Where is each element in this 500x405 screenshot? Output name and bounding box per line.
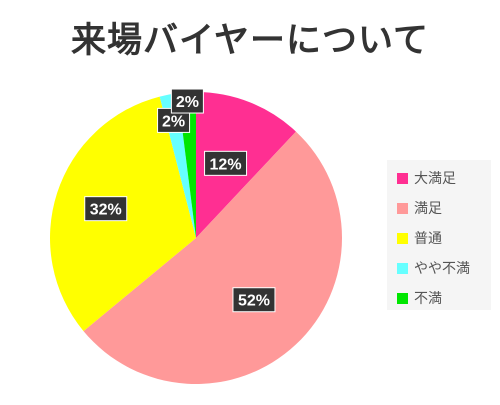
legend-label: 大満足 bbox=[414, 171, 456, 187]
legend-swatch bbox=[397, 262, 408, 274]
legend-label: 満足 bbox=[414, 201, 442, 217]
pie-slices bbox=[49, 92, 343, 385]
legend-item-3: 普通 bbox=[397, 228, 442, 248]
legend-swatch bbox=[397, 202, 408, 214]
legend-swatch bbox=[397, 232, 408, 244]
legend-swatch bbox=[397, 292, 408, 304]
data-label-2: 52% bbox=[232, 287, 276, 313]
legend-label: 普通 bbox=[414, 231, 442, 247]
svg-text:12%: 12% bbox=[210, 156, 242, 173]
chart-title: 来場バイヤーについて bbox=[71, 21, 429, 61]
legend: 大満足満足普通やや不満不満 bbox=[387, 160, 491, 310]
legend-label: やや不満 bbox=[414, 261, 470, 277]
legend-item-4: やや不満 bbox=[397, 258, 470, 278]
data-label-3: 32% bbox=[84, 196, 128, 222]
svg-text:32%: 32% bbox=[90, 202, 122, 219]
pie-data-labels: 12% 52% 32% 2% 2% bbox=[84, 88, 276, 313]
legend-label: 不満 bbox=[414, 291, 442, 307]
svg-text:2%: 2% bbox=[162, 113, 185, 130]
data-label-5: 2% bbox=[170, 88, 204, 114]
pie-slice-2 bbox=[83, 131, 343, 385]
legend-swatch bbox=[397, 172, 408, 184]
svg-text:52%: 52% bbox=[238, 293, 270, 310]
legend-item-5: 不満 bbox=[397, 288, 442, 308]
svg-text:2%: 2% bbox=[176, 94, 199, 111]
legend-item-1: 大満足 bbox=[397, 168, 456, 188]
data-label-1: 12% bbox=[204, 150, 248, 176]
legend-item-2: 満足 bbox=[397, 198, 442, 218]
